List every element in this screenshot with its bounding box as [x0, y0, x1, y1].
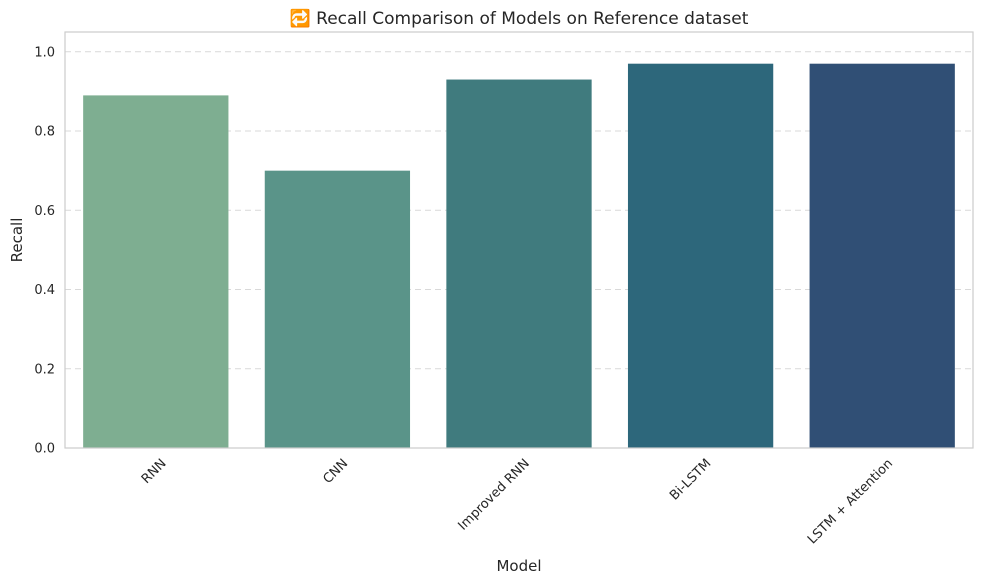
bar-lstm-attention: [809, 63, 955, 448]
y-tick-label: 0.6: [34, 204, 55, 219]
bar-bi-lstm: [627, 63, 774, 448]
y-tick-label: 0.8: [34, 125, 55, 140]
y-tick-label: 0.0: [34, 442, 55, 457]
x-tick-labels: RNN CNN Improved RNN Bi-LSTM LSTM + Attentio…: [139, 456, 896, 547]
y-tick-label: 1.0: [34, 45, 55, 60]
bar-rnn: [83, 95, 229, 448]
x-axis-label: Model: [496, 557, 541, 575]
x-tick-label: RNN: [139, 456, 170, 487]
y-tick-labels: 0.0 0.2 0.4 0.6 0.8 1.0: [34, 45, 55, 456]
x-tick-label: CNN: [320, 456, 351, 487]
bar-group: [83, 63, 955, 449]
x-tick-label: Improved RNN: [456, 456, 533, 533]
bar-improved-rnn: [446, 79, 592, 449]
y-tick-label: 0.4: [34, 283, 55, 298]
chart-title: 🔁 Recall Comparison of Models on Referen…: [290, 8, 749, 29]
plot-frame: [64, 31, 974, 449]
y-axis-label: Recall: [8, 218, 26, 263]
y-tick-label: 0.2: [34, 362, 55, 377]
x-tick-label: Bi-LSTM: [667, 456, 714, 503]
bar-cnn: [264, 170, 411, 448]
x-tick-label: LSTM + Attention: [805, 456, 896, 547]
